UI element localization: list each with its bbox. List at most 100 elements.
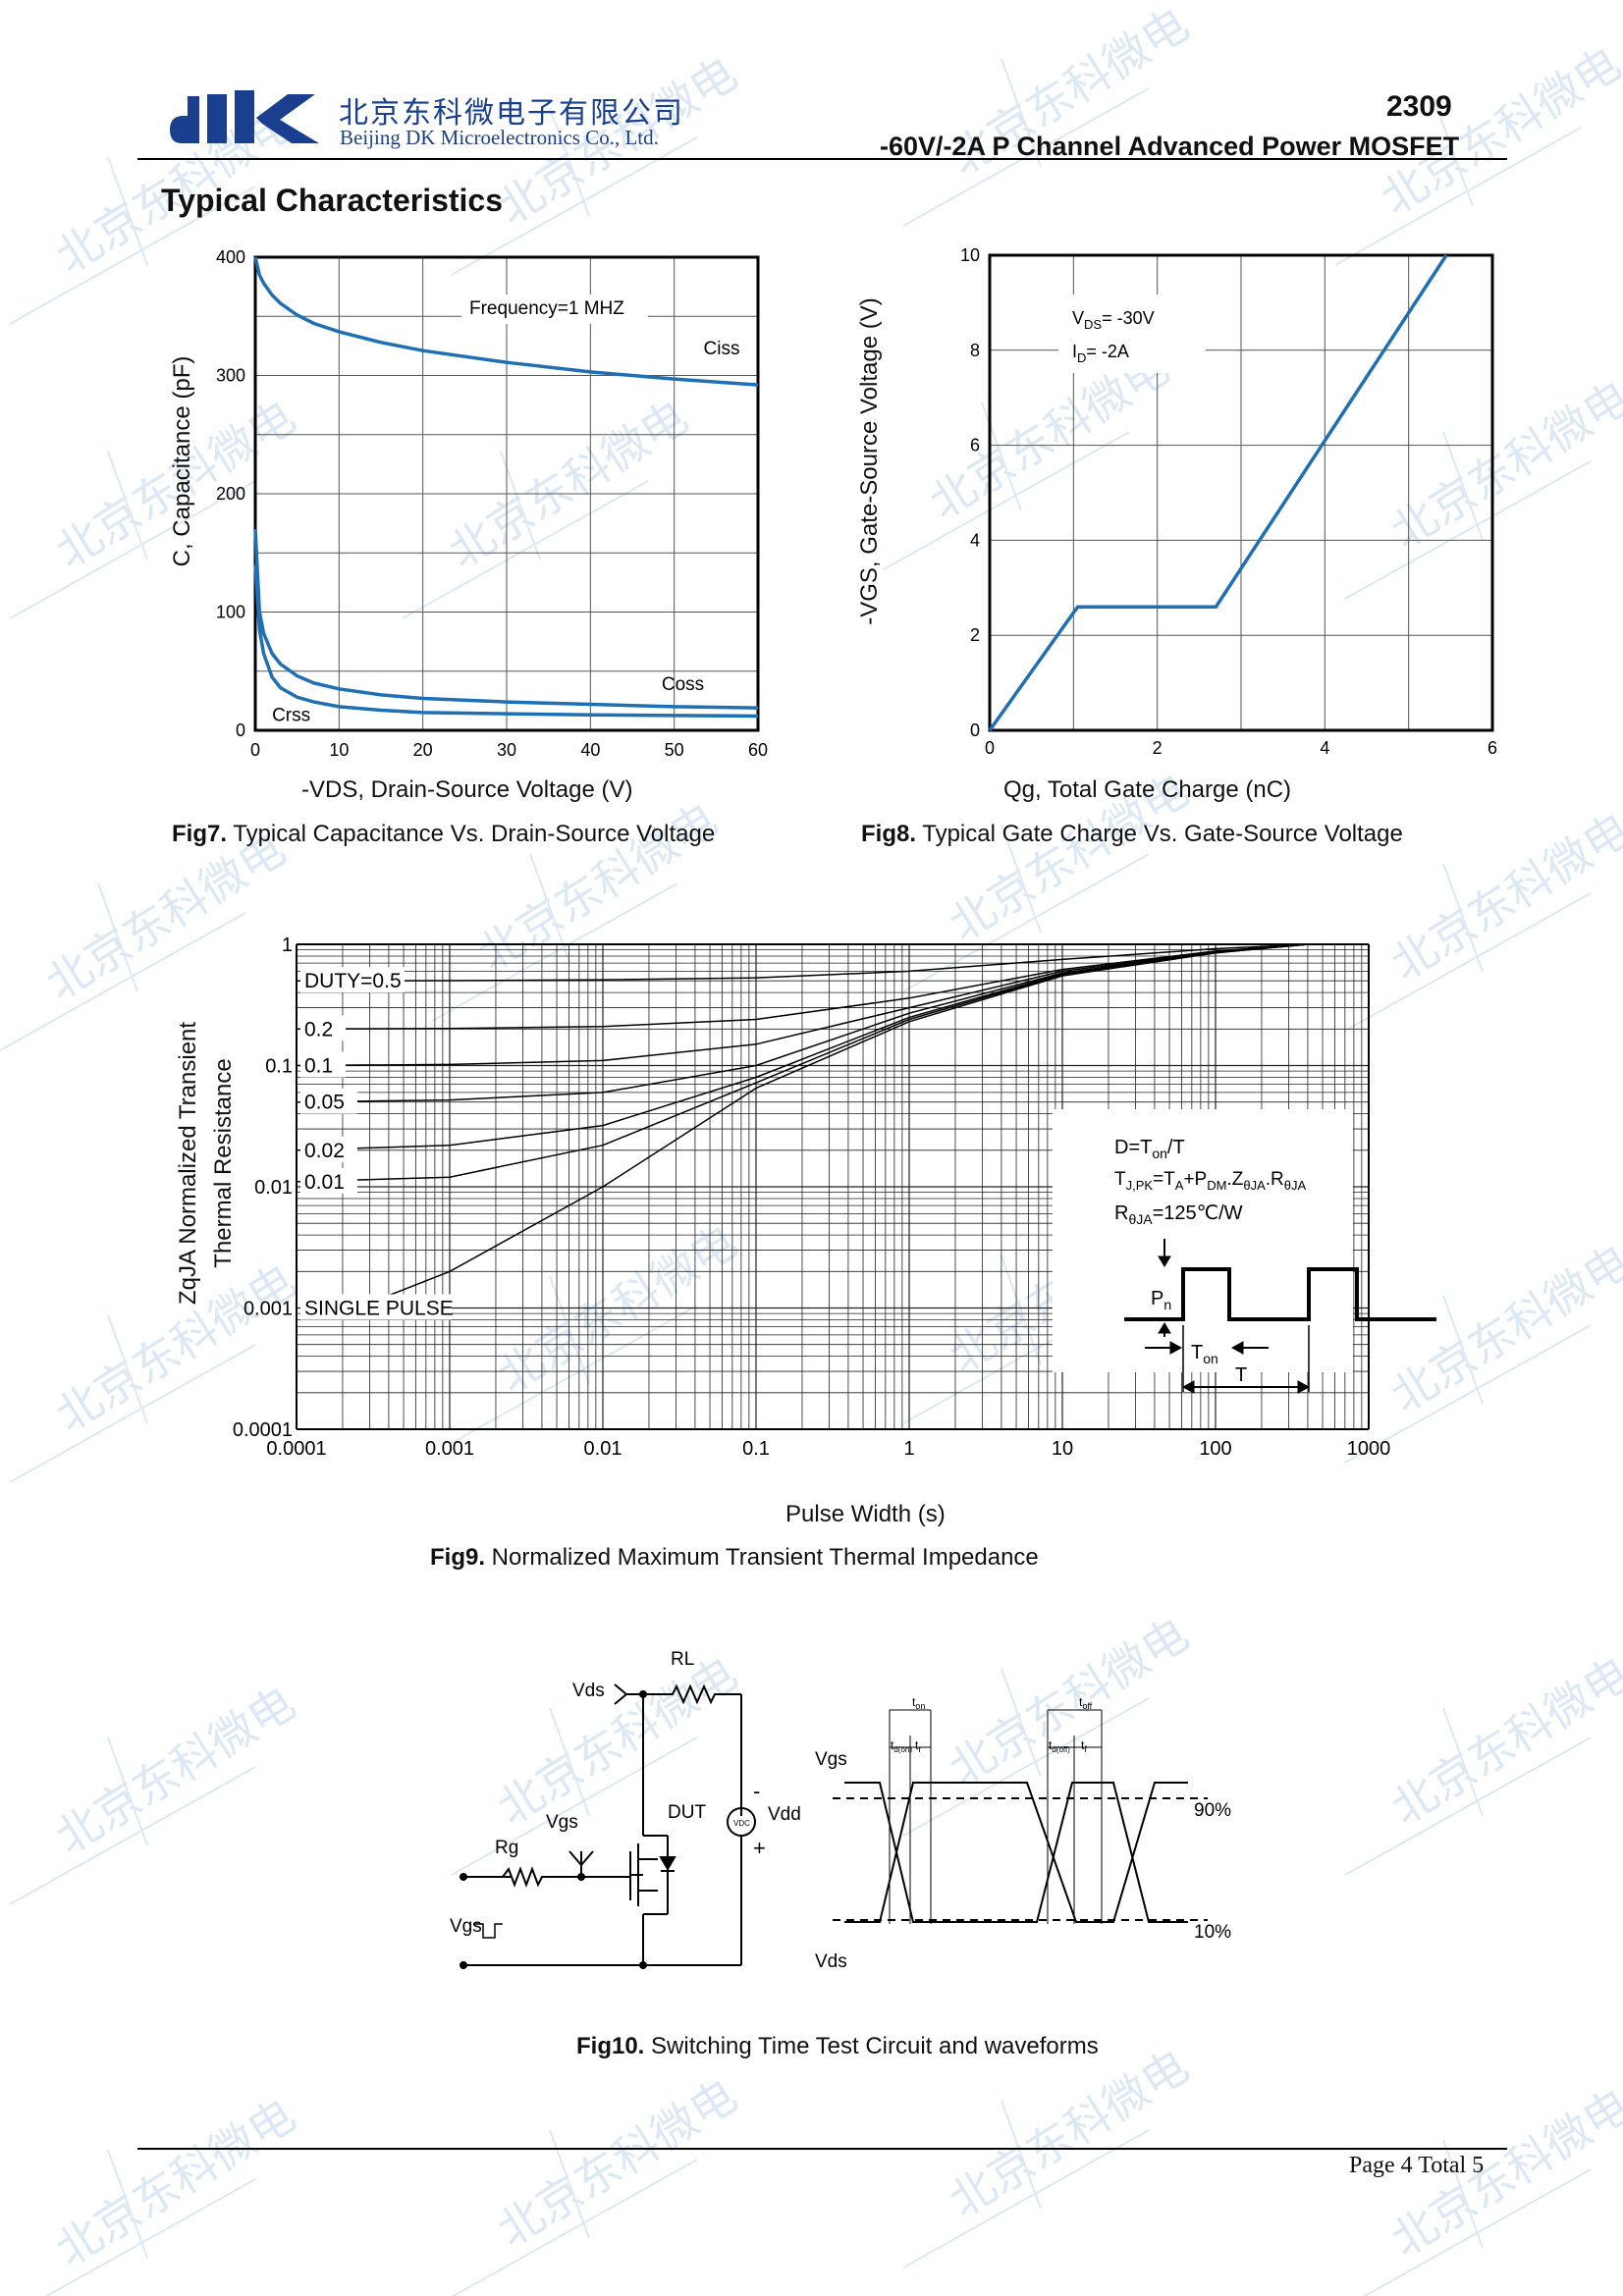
- fig9-xtick-label: 1: [903, 1438, 914, 1460]
- fig8-series-vgs: [988, 254, 1448, 732]
- fig9-xtick-label: 1000: [1347, 1438, 1391, 1460]
- fig7-ylabel: C, Capacitance (pF): [169, 355, 195, 567]
- section-title: Typical Characteristics: [161, 183, 504, 218]
- fig10-vdc-label: VDC: [733, 1819, 750, 1828]
- fig7-xtick-label: 10: [329, 740, 349, 760]
- fig10-wave-vds-label: Vds: [815, 1951, 847, 1972]
- fig10-switching-diagram: Vds RL DUT Vdd VDC - + Vgs Rg Vgs Vgs Vd…: [450, 1649, 1231, 1972]
- fig9-ytick-label: 0.01: [254, 1177, 293, 1199]
- fig7-xtick-label: 30: [497, 740, 516, 760]
- fig7-xtick-label: 40: [580, 740, 600, 760]
- svg-text:RθJA=125℃/W: RθJA=125℃/W: [1114, 1202, 1243, 1227]
- fig9-label-0-02: 0.02: [304, 1140, 345, 1162]
- fig7-ytick-label: 300: [216, 366, 245, 386]
- fig7-ytick-label: 100: [216, 603, 245, 622]
- fig10-rg-label: Rg: [495, 1838, 518, 1858]
- fig8-ytick-label: 0: [970, 721, 980, 740]
- fig10-tr-label: tr: [915, 1738, 921, 1754]
- fig9-ton-label: Ton: [1191, 1342, 1218, 1366]
- fig7-frame: [253, 255, 760, 732]
- fig7-caption-number: Fig7.: [172, 821, 228, 847]
- fig10-tdon-label: td(on): [891, 1738, 912, 1754]
- fig7-capacitance-chart: 0 10 20 30 40 50 60 0 100 200 300 400 Frequency=1 …: [216, 247, 768, 760]
- fig9-caption-text: Normalized Maximum Transient Thermal Imp…: [485, 1544, 1039, 1571]
- fig7-series-coss: [253, 529, 759, 710]
- fig9-t-label: T: [1235, 1364, 1247, 1386]
- fig9-label-bg: [300, 1088, 357, 1114]
- fig9-label-bg: [300, 1294, 452, 1320]
- fig9-series-duty-0-5: [296, 943, 1308, 982]
- fig9-label-0-05: 0.05: [304, 1092, 345, 1114]
- fig10-tf-label: tf: [1081, 1738, 1087, 1754]
- fig7-label-coss: Coss: [662, 674, 704, 695]
- fig10-caption-number: Fig10.: [576, 2033, 645, 2059]
- fig10-minus-label: -: [753, 1779, 760, 1803]
- fig10-caption: Fig10. Switching Time Test Circuit and w…: [576, 2033, 1099, 2060]
- fig9-ytick-label: 0.001: [243, 1299, 293, 1320]
- fig9-label-bg: [300, 1167, 357, 1194]
- fig8-vds-note: VDS= -30V: [1072, 308, 1155, 332]
- fig10-vgs-gate-label: Vgs: [546, 1812, 578, 1833]
- fig8-xtick-label: 6: [1488, 738, 1497, 758]
- fig8-frame: [988, 253, 1494, 732]
- fig9-series-single-pulse: [369, 943, 1308, 1305]
- fig8-caption-number: Fig8.: [861, 821, 917, 847]
- fig9-label-0-1: 0.1: [304, 1055, 333, 1078]
- fig9-ylabel-line2: Thermal Resistance: [210, 1058, 237, 1268]
- fig7-xtick-label: 60: [748, 740, 768, 760]
- fig8-id-note: ID= -2A: [1072, 342, 1129, 365]
- fig7-xtick-label: 50: [665, 740, 684, 760]
- fig10-waveforms: [833, 1709, 1208, 1924]
- fig9-ytick-label: 0.1: [265, 1056, 293, 1078]
- fig10-dut-label: DUT: [668, 1802, 706, 1823]
- watermark-text: 北京东科微电: [941, 2040, 1198, 2226]
- fig9-inset-equations: D=Ton/T TJ,PK=TA+PDM.ZθJA.RθJA RθJA=125℃…: [1114, 1137, 1306, 1227]
- fig10-90pct-label: 90%: [1194, 1800, 1231, 1821]
- svg-text:TJ,PK=TA+PDM.ZθJA.RθJA: TJ,PK=TA+PDM.ZθJA.RθJA: [1114, 1169, 1306, 1193]
- fig9-label-0-2: 0.2: [304, 1018, 333, 1041]
- company-logo: [170, 90, 319, 143]
- fig9-thermal-impedance-chart: 0.0001 0.001 0.01 0.1 1 10 100 1000 0.0001 0.001…: [233, 934, 1436, 1460]
- fig8-caption: Fig8. Typical Gate Charge Vs. Gate-Sourc…: [861, 821, 1403, 848]
- watermark-text: 北京东科微电: [1382, 1647, 1623, 1834]
- fig10-rl-label: RL: [671, 1649, 694, 1670]
- fig8-ytick-label: 2: [970, 625, 980, 645]
- fig7-series-ciss: [253, 256, 759, 387]
- fig9-xtick-label: 0.0001: [266, 1438, 326, 1460]
- fig9-xtick-label: 100: [1199, 1438, 1231, 1460]
- fig8-ylabel: -VGS, Gate-Source Voltage (V): [856, 297, 883, 625]
- fig8-ytick-label: 4: [970, 530, 980, 550]
- fig8-ytick-label: 6: [970, 436, 980, 455]
- fig9-xtick-label: 0.001: [425, 1438, 474, 1460]
- page-number: Page 4 Total 5: [1349, 2153, 1485, 2178]
- fig10-test-circuit: [460, 1683, 756, 1969]
- fig10-plus-label: +: [753, 1836, 766, 1860]
- fig10-vds-label: Vds: [572, 1681, 605, 1701]
- fig9-caption: Fig9. Normalized Maximum Transient Therm…: [430, 1544, 1039, 1572]
- fig7-ytick-label: 0: [236, 721, 245, 740]
- fig9-label-bg: [300, 1015, 346, 1041]
- fig7-caption-text: Typical Capacitance Vs. Drain-Source Vol…: [227, 821, 716, 847]
- fig8-xtick-label: 0: [985, 738, 995, 758]
- fig7-xlabel: -VDS, Drain-Source Voltage (V): [301, 776, 633, 803]
- watermark-text: 北京东科微电: [47, 2089, 304, 2275]
- watermark-text: 北京东科微电: [47, 1677, 304, 1863]
- fig8-gate-charge-chart: 0 2 4 6 0 2 4 6 8 10 VDS= -30V ID= -2A: [960, 245, 1497, 758]
- fig9-xtick-label: 0.1: [742, 1438, 770, 1460]
- part-description: -60V/-2A P Channel Advanced Power MOSFET: [880, 132, 1460, 161]
- company-name-cn: 北京东科微电子有限公司: [339, 96, 684, 131]
- fig10-vdd-label: Vdd: [768, 1804, 801, 1825]
- fig9-caption-number: Fig9.: [430, 1544, 486, 1571]
- header-rule: [137, 158, 1507, 160]
- fig9-series-0-2: [296, 943, 1308, 1031]
- fig8-xtick-label: 4: [1320, 738, 1329, 758]
- fig9-label-single-pulse: SINGLE PULSE: [304, 1298, 454, 1320]
- fig9-xlabel: Pulse Width (s): [785, 1501, 946, 1527]
- fig10-ton-label: ton: [912, 1695, 925, 1711]
- footer-rule: [137, 2148, 1507, 2150]
- fig7-ytick-label: 200: [216, 484, 245, 504]
- fig10-toff-label: toff: [1079, 1695, 1093, 1711]
- fig7-label-ciss: Ciss: [704, 339, 740, 359]
- fig9-xtick-label: 10: [1052, 1438, 1073, 1460]
- fig9-ytick-label: 1: [282, 934, 293, 956]
